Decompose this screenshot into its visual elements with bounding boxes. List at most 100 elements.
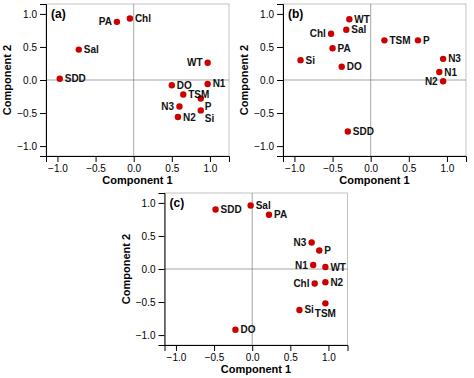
tick-label: 0.0: [127, 163, 141, 174]
point: [415, 37, 421, 43]
tick-mark: [214, 345, 215, 351]
tick-label: 1.0: [440, 163, 454, 174]
axis-line: [284, 157, 467, 163]
point: [322, 300, 328, 306]
tick-label: 0.0: [260, 75, 274, 86]
tick-label: −1.0: [254, 141, 274, 152]
panel-label: (a): [51, 7, 66, 21]
tick-mark: [277, 47, 283, 48]
y-axis-title: Component 2: [1, 45, 13, 115]
point: [381, 37, 387, 43]
point-label: TSM: [315, 308, 336, 319]
tick-mark: [159, 269, 165, 270]
tick: 0.0: [260, 75, 283, 86]
point: [310, 262, 316, 268]
y-axis: −1.0−0.50.00.51.0: [17, 5, 46, 157]
tick-label: 0.0: [142, 264, 156, 275]
tick-label: −0.5: [86, 163, 106, 174]
point-label: N1: [213, 78, 226, 89]
axis-line: [277, 5, 284, 157]
point-label: N3: [448, 53, 461, 64]
point-label: N1: [444, 67, 457, 78]
tick-mark: [176, 345, 177, 351]
points: [212, 202, 328, 333]
tick-mark: [277, 14, 283, 15]
tick-mark: [159, 203, 165, 204]
point-label: WT: [354, 14, 370, 25]
point-label: Sal: [256, 200, 271, 211]
y-axis: −1.0−0.50.00.51.0: [136, 194, 165, 346]
tick-label: −1.0: [17, 141, 37, 152]
point: [266, 212, 272, 218]
tick-mark: [294, 156, 295, 162]
point-label: PA: [99, 16, 112, 27]
tick: −1.0: [167, 345, 187, 363]
tick-mark: [277, 80, 283, 81]
tick-label: 0.0: [23, 75, 37, 86]
y-axis: −1.0−0.50.00.51.0: [254, 5, 283, 157]
point: [204, 60, 210, 66]
tick-mark: [333, 156, 334, 162]
tick-label: −1.0: [167, 352, 187, 363]
point-label: Chl: [310, 28, 326, 39]
tick-label: −0.5: [136, 297, 156, 308]
point-label: N2: [183, 112, 196, 123]
tick-mark: [328, 345, 329, 351]
point-label: Si: [205, 113, 215, 124]
point: [57, 75, 63, 81]
point-label: WT: [330, 262, 346, 273]
point-label: SDD: [221, 204, 242, 215]
tick: −1.0: [48, 156, 68, 174]
tick-label: −1.0: [48, 163, 68, 174]
panel: −1.0−0.50.00.51.0−1.0−0.50.00.51.0Compon…: [1, 4, 230, 186]
panel-label: (b): [288, 7, 303, 21]
tick-label: 0.0: [246, 352, 260, 363]
tick-mark: [159, 302, 165, 303]
zero-line: [252, 193, 253, 345]
tick: −0.5: [136, 297, 165, 308]
point: [316, 247, 322, 253]
point: [328, 31, 334, 37]
point: [232, 327, 238, 333]
tick-label: −0.5: [205, 352, 225, 363]
tick: 0.0: [127, 156, 141, 174]
point-label: TSM: [188, 89, 209, 100]
point: [308, 239, 314, 245]
x-axis: −1.0−0.50.00.51.0: [47, 156, 230, 174]
tick-mark: [210, 156, 211, 162]
tick-mark: [277, 113, 283, 114]
tick-mark: [447, 156, 448, 162]
plot-frame: [165, 193, 348, 345]
point-label: SDD: [353, 126, 374, 137]
point-label: PA: [274, 209, 287, 220]
tick-label: 1.0: [322, 352, 336, 363]
tick-label: −0.5: [323, 163, 343, 174]
tick-mark: [57, 156, 58, 162]
tick-label: −1.0: [136, 330, 156, 341]
tick: 0.5: [402, 156, 416, 174]
tick-mark: [290, 345, 291, 351]
tick-label: 1.0: [203, 163, 217, 174]
tick: −1.0: [17, 141, 46, 152]
panel: −1.0−0.50.00.51.0−1.0−0.50.00.51.0Compon…: [238, 4, 467, 186]
tick: 1.0: [260, 9, 283, 20]
x-axis-title: Component 1: [102, 174, 172, 186]
point: [176, 103, 182, 109]
tick-label: 1.0: [260, 9, 274, 20]
tick: 0.5: [284, 345, 298, 363]
tick: 0.0: [364, 156, 378, 174]
tick-mark: [159, 335, 165, 336]
tick-label: −0.5: [17, 108, 37, 119]
zero-line: [165, 269, 348, 270]
point-label: Si: [306, 55, 316, 66]
plot-frame: [46, 4, 229, 156]
tick-label: −1.0: [285, 163, 305, 174]
tick: −0.5: [254, 108, 283, 119]
point: [212, 206, 218, 212]
point-label: P: [324, 245, 331, 256]
tick-mark: [40, 14, 46, 15]
point: [339, 64, 345, 70]
tick-mark: [371, 156, 372, 162]
point-label: DO: [347, 61, 362, 72]
point-label: P: [205, 101, 212, 112]
